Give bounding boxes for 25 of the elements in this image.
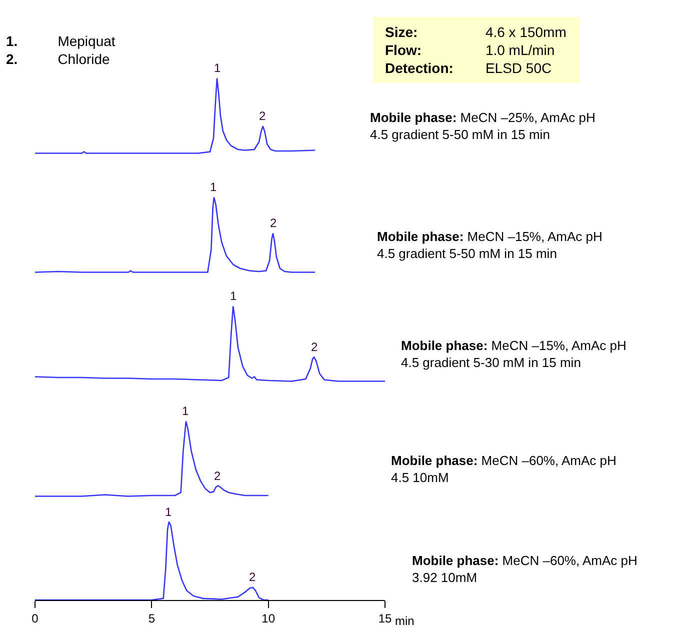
text: Detection: ELSD 50C <box>385 60 552 76</box>
annotation: 2 <box>214 469 221 483</box>
x-tick-label: 15 <box>378 611 392 626</box>
text: Mobile phase: MeCN –60%, AmAc pH 4.5 10mM <box>391 453 616 485</box>
text: Flow: 1.0 mL/min <box>385 42 555 58</box>
text: Size: 4.6 x 150mm <box>385 24 566 40</box>
text: Mobile phase: MeCN –15%, AmAc pH 4.5 gradient 5-30 mM in 15 min <box>401 338 626 370</box>
annotation: 1 <box>182 404 189 418</box>
annotation: 1 <box>230 289 237 303</box>
annotation: 2 <box>259 109 266 123</box>
annotation: 2 <box>270 216 277 230</box>
text: 1. Mepiquat <box>6 33 116 49</box>
annotation: 2 <box>311 340 318 354</box>
text: 2. Chloride <box>6 51 110 67</box>
annotation: Mobile phase: MeCN –25%, AmAc pH 4.5 gradient 5-50 mM in 15 min <box>370 110 596 142</box>
x-tick-label: 10 <box>262 611 276 626</box>
annotation: 2 <box>249 570 256 584</box>
annotation: Mobile phase: MeCN –15%, AmAc pH 4.5 gradient 5-50 mM in 15 min <box>377 229 602 261</box>
annotation: 1 <box>210 180 217 194</box>
text: Mobile phase: MeCN –60%, AmAc pH 3.92 10mM <box>412 553 638 585</box>
annotation: 1 <box>165 505 172 519</box>
x-tick-label: 5 <box>148 611 156 626</box>
annotation: 1 <box>214 61 221 75</box>
x-axis-title: min <box>395 614 414 628</box>
x-tick-label: 0 <box>32 611 39 626</box>
